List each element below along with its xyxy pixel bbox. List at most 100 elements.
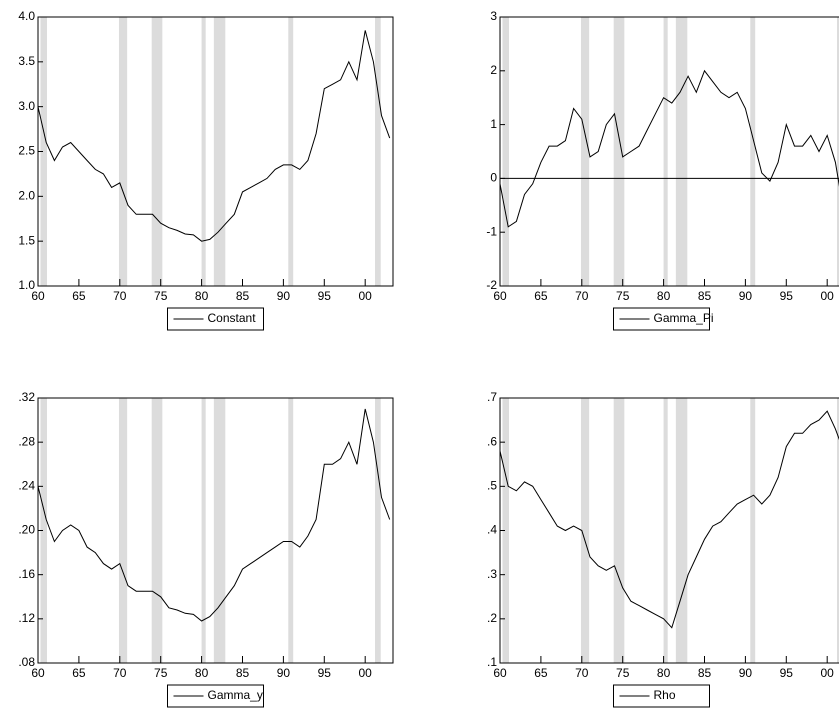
legend-label: Gamma_y <box>208 688 263 702</box>
x-tick-label: 90 <box>277 289 291 303</box>
x-tick-label: 00 <box>821 666 835 680</box>
x-tick-label: 65 <box>534 289 548 303</box>
series-line <box>499 69 839 228</box>
x-tick-label: 80 <box>195 289 209 303</box>
y-tick-label: 3 <box>490 9 497 23</box>
x-tick-label: 00 <box>821 289 835 303</box>
recession-band <box>288 398 294 663</box>
recession-band <box>663 398 668 663</box>
recession-band <box>502 398 509 663</box>
y-tick-label: .32 <box>18 390 35 404</box>
recession-band <box>750 17 756 286</box>
x-tick-label: 90 <box>739 666 753 680</box>
x-tick-label: 85 <box>698 666 712 680</box>
y-tick-label: .5 <box>487 479 497 493</box>
x-tick-label: 75 <box>616 666 630 680</box>
x-tick-label: 60 <box>493 289 507 303</box>
recession-band <box>837 398 839 663</box>
series-line <box>37 30 391 242</box>
recession-band <box>151 17 163 286</box>
recession-band <box>213 17 226 286</box>
legend-box <box>613 684 710 708</box>
y-tick-label: .28 <box>18 434 35 448</box>
x-tick-label: 85 <box>236 289 250 303</box>
legend-label: Gamma_Pi <box>654 311 714 325</box>
x-tick-label: 75 <box>154 666 168 680</box>
x-tick-label: 70 <box>113 289 127 303</box>
x-tick-label: 90 <box>277 666 291 680</box>
recession-band <box>118 398 128 663</box>
recession-band <box>663 17 668 286</box>
recession-band <box>750 398 756 663</box>
y-tick-label: -2 <box>486 278 497 292</box>
recession-band <box>151 398 163 663</box>
y-tick-label: 0 <box>490 171 497 185</box>
recession-band <box>580 17 590 286</box>
recession-band <box>288 17 294 286</box>
series-line <box>499 410 839 629</box>
x-tick-label: 85 <box>236 666 250 680</box>
x-tick-label: 95 <box>318 289 332 303</box>
x-tick-label: 00 <box>359 289 373 303</box>
recession-band <box>201 398 206 663</box>
y-tick-label: .7 <box>487 390 497 404</box>
y-tick-label: 3.5 <box>18 54 35 68</box>
recession-band <box>118 17 128 286</box>
recession-band <box>613 398 625 663</box>
x-tick-label: 80 <box>195 666 209 680</box>
x-tick-label: 70 <box>575 666 589 680</box>
x-tick-label: 70 <box>113 666 127 680</box>
y-tick-label: 2 <box>490 63 497 77</box>
y-tick-label: .6 <box>487 434 497 448</box>
recession-band <box>40 17 47 286</box>
legend-box <box>167 307 264 331</box>
x-tick-label: 80 <box>657 666 671 680</box>
plot-frame <box>37 397 394 664</box>
series-line <box>37 408 391 622</box>
recession-band <box>613 17 625 286</box>
legend-label: Constant <box>208 311 257 325</box>
x-tick-label: 60 <box>493 666 507 680</box>
y-tick-label: 3.0 <box>18 99 35 113</box>
recession-band <box>837 17 839 286</box>
recession-band <box>675 398 688 663</box>
y-tick-label: .24 <box>18 479 35 493</box>
x-tick-label: 65 <box>72 666 86 680</box>
y-tick-label: 1 <box>490 117 497 131</box>
y-tick-label: .4 <box>487 523 497 537</box>
x-tick-label: 75 <box>616 289 630 303</box>
recession-band <box>580 398 590 663</box>
y-tick-label: 2.0 <box>18 189 35 203</box>
y-tick-label: .16 <box>18 567 35 581</box>
plot-frame <box>37 16 394 287</box>
y-tick-label: 2.5 <box>18 144 35 158</box>
x-tick-label: 00 <box>359 666 373 680</box>
x-tick-label: 60 <box>31 289 45 303</box>
y-tick-label: .2 <box>487 611 497 625</box>
recession-band <box>213 398 226 663</box>
x-tick-label: 95 <box>318 666 332 680</box>
recession-band <box>201 17 206 286</box>
legend-label: Rho <box>654 688 676 702</box>
recession-band <box>40 398 47 663</box>
x-tick-label: 95 <box>780 666 794 680</box>
y-tick-label: 4.0 <box>18 9 35 23</box>
y-tick-label: .12 <box>18 611 35 625</box>
x-tick-label: 85 <box>698 289 712 303</box>
plot-frame <box>499 397 839 664</box>
x-tick-label: 80 <box>657 289 671 303</box>
recession-band <box>375 398 381 663</box>
x-tick-label: 65 <box>534 666 548 680</box>
y-tick-label: .20 <box>18 523 35 537</box>
legend-box <box>167 684 264 708</box>
legend-box <box>613 307 710 331</box>
x-tick-label: 90 <box>739 289 753 303</box>
recession-band <box>502 17 509 286</box>
y-tick-label: 1.0 <box>18 278 35 292</box>
x-tick-label: 60 <box>31 666 45 680</box>
y-tick-label: 1.5 <box>18 233 35 247</box>
recession-band <box>375 17 381 286</box>
recession-band <box>675 17 688 286</box>
